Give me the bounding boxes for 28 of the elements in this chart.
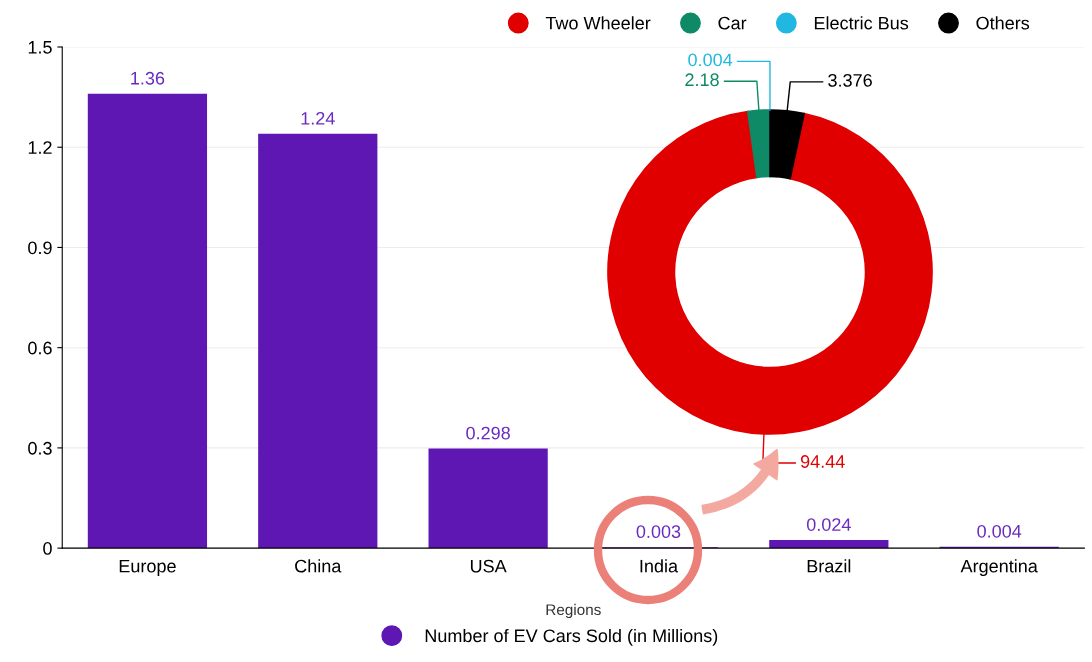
x-tick-label: Brazil [807,559,851,573]
x-tick-label: USA [470,559,507,573]
x-tick-label: India [640,559,679,573]
y-tick-label: 0.3 [28,441,52,455]
data-label: 0.004 [977,524,1022,538]
x-tick-label: Europe [119,559,176,577]
data-label: 1.24 [301,111,335,125]
data-label: 0.004 [688,53,733,67]
x-tick-label: China [295,559,342,573]
y-tick-label: 0 [43,542,52,555]
data-label: 0.003 [636,525,681,539]
data-label: 3.376 [828,73,872,87]
data-label: 0.298 [466,426,510,440]
data-label: 0.024 [806,518,851,531]
legend-label: Number of EV Cars Sold (in Millions) [425,628,718,646]
legend-label: Others [976,16,1030,30]
legend-label: Electric Bus [814,16,909,30]
legend-label: Car [718,16,747,30]
data-label: 1.36 [131,71,165,85]
y-tick-label: 0.6 [28,341,52,355]
y-tick-label: 0.9 [28,241,52,255]
y-tick-label: 1.5 [28,41,52,54]
data-label: 2.18 [685,73,719,87]
legend-label: Two Wheeler [545,16,651,30]
x-tick-label: Argentina [960,559,1038,577]
data-label: 94.44 [800,455,845,468]
y-tick-label: 1.2 [28,141,52,154]
x-axis-title: Regions [546,603,601,619]
